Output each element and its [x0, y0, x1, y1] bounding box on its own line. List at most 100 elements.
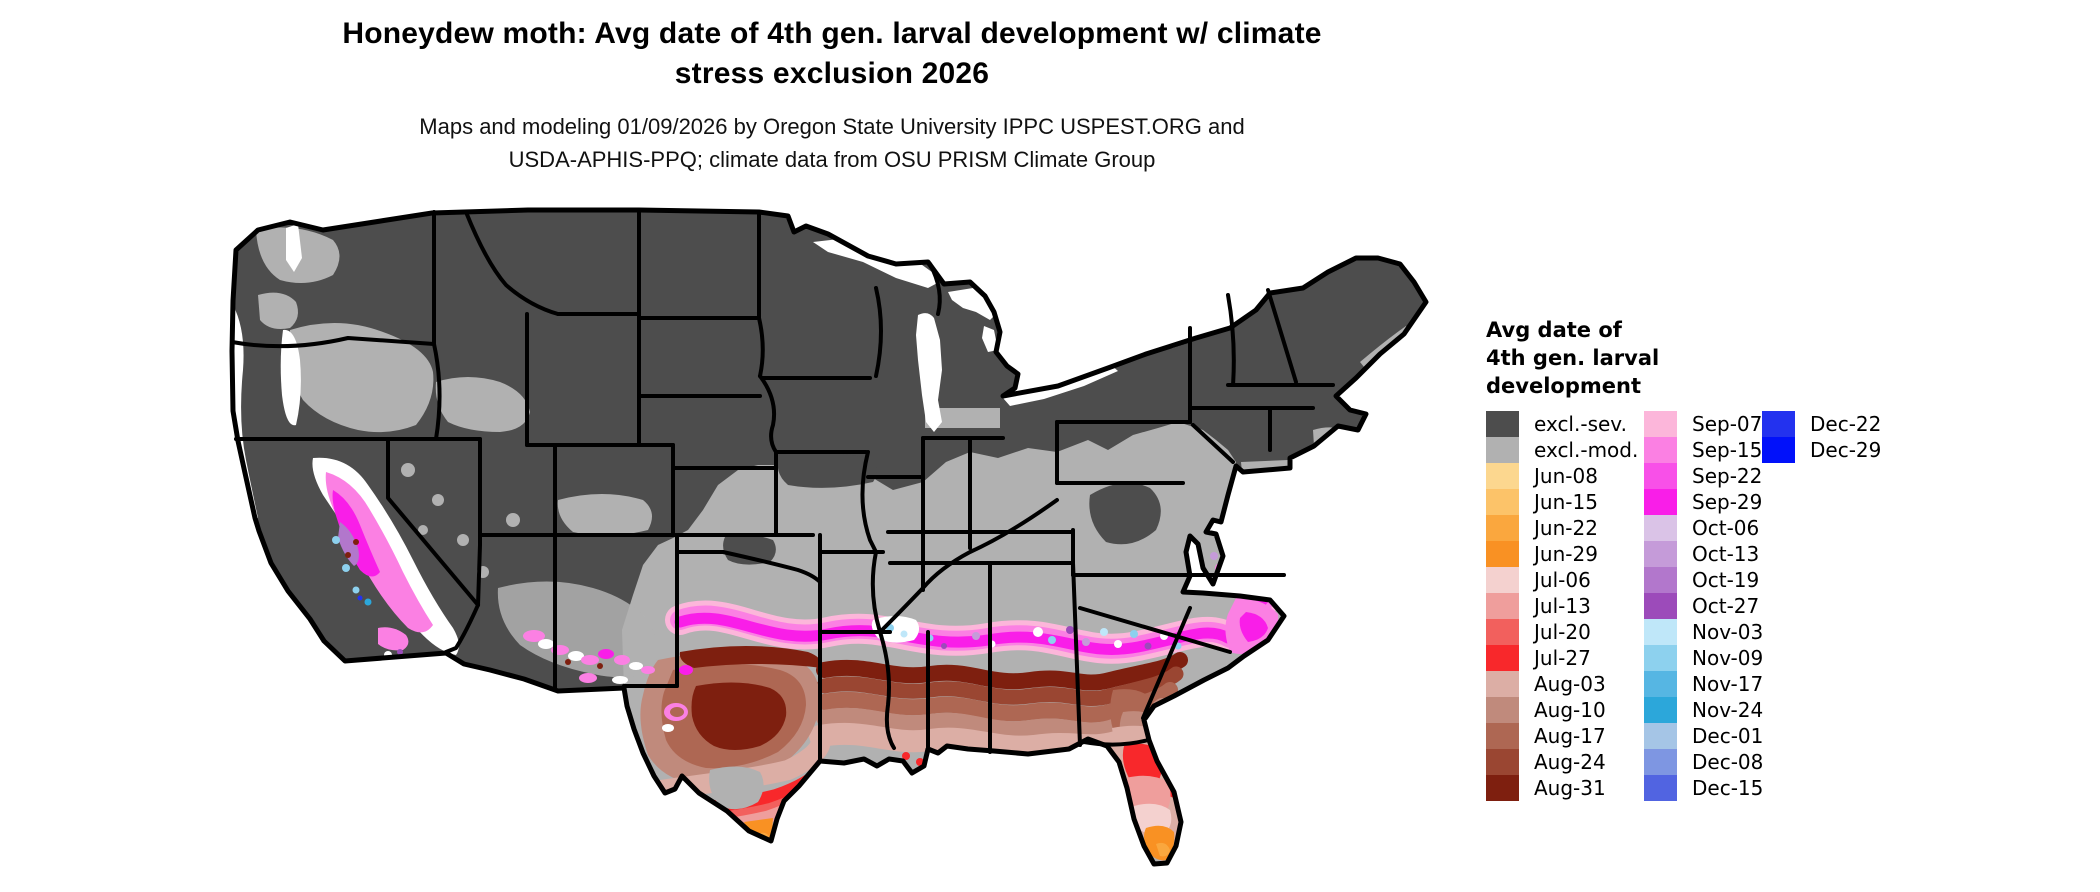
legend-color-swatch: [1486, 463, 1519, 489]
legend-color-swatch: [1486, 645, 1519, 671]
legend-color-swatch: [1644, 697, 1677, 723]
state-borders: [230, 210, 1335, 762]
legend-title-line3: development: [1486, 374, 1641, 398]
legend-item: excl.-mod.: [1486, 437, 1644, 463]
legend-color-swatch: [1644, 593, 1677, 619]
legend-color-swatch: [1644, 775, 1677, 801]
legend-item-label: Jul-06: [1534, 568, 1591, 592]
legend-item: Oct-19: [1644, 567, 1762, 593]
subtitle-line2: USDA-APHIS-PPQ; climate data from OSU PR…: [508, 147, 1156, 172]
legend-color-swatch: [1486, 515, 1519, 541]
legend-color-swatch: [1486, 593, 1519, 619]
legend-item-label: Aug-03: [1534, 672, 1606, 696]
us-map: [228, 200, 1440, 890]
page-title-line1: Honeydew moth: Avg date of 4th gen. larv…: [342, 17, 1322, 50]
legend-color-swatch: [1486, 541, 1519, 567]
legend-item-label: Oct-06: [1692, 516, 1760, 540]
legend-item: Jul-27: [1486, 645, 1644, 671]
legend-item: Aug-31: [1486, 775, 1644, 801]
legend-item-label: Dec-15: [1692, 776, 1764, 800]
legend-item: Nov-09: [1644, 645, 1764, 671]
legend-item: Jun-08: [1486, 463, 1644, 489]
legend-item: Sep-22: [1644, 463, 1762, 489]
legend-title-line2: 4th gen. larval: [1486, 346, 1660, 370]
legend-color-swatch: [1486, 775, 1519, 801]
legend-item: Jun-15: [1486, 489, 1644, 515]
legend-item: Sep-07: [1644, 411, 1762, 437]
legend-item: Nov-24: [1644, 697, 1764, 723]
legend-item-label: Nov-24: [1692, 698, 1764, 722]
legend-item-label: Dec-22: [1810, 412, 1882, 436]
us-choropleth-svg: [228, 200, 1440, 890]
legend-color-swatch: [1644, 567, 1677, 593]
legend-item: Dec-29: [1762, 437, 1881, 463]
legend-item-label: Oct-19: [1692, 568, 1760, 592]
legend-color-swatch: [1486, 567, 1519, 593]
legend-item: Jun-29: [1486, 541, 1644, 567]
page-title-line2: stress exclusion 2026: [674, 57, 990, 90]
legend-column: excl.-sev. excl.-mod. Jun-08 Jun-15 Jun-22 Ju…: [1486, 411, 1644, 801]
legend-item-label: Jun-08: [1534, 464, 1598, 488]
legend-item: Aug-24: [1486, 749, 1644, 775]
legend-item: Jun-22: [1486, 515, 1644, 541]
legend-item: Nov-03: [1644, 619, 1764, 645]
legend-color-swatch: [1644, 671, 1677, 697]
legend: Avg date of 4th gen. larval development: [1486, 316, 2046, 400]
legend-color-swatch: [1486, 697, 1519, 723]
legend-color-swatch: [1486, 619, 1519, 645]
legend-item-label: Dec-01: [1692, 724, 1764, 748]
legend-item-label: Dec-08: [1692, 750, 1764, 774]
legend-item: Oct-06: [1644, 515, 1762, 541]
legend-item-label: Jun-22: [1534, 516, 1598, 540]
legend-color-swatch: [1644, 489, 1677, 515]
legend-item: excl.-sev.: [1486, 411, 1644, 437]
legend-item-label: Jul-27: [1534, 646, 1591, 670]
legend-column: Dec-22 Dec-29: [1762, 411, 1881, 463]
legend-item-label: Sep-29: [1692, 490, 1763, 514]
legend-item: Nov-17: [1644, 671, 1764, 697]
legend-item-label: Aug-24: [1534, 750, 1606, 774]
legend-item: Oct-13: [1644, 541, 1762, 567]
legend-item: Jul-13: [1486, 593, 1644, 619]
subtitle-line1: Maps and modeling 01/09/2026 by Oregon S…: [419, 114, 1245, 139]
legend-item: Aug-10: [1486, 697, 1644, 723]
legend-title-line1: Avg date of: [1486, 318, 1622, 342]
legend-item-label: Nov-03: [1692, 620, 1764, 644]
legend-item-label: Nov-09: [1692, 646, 1764, 670]
legend-item-label: Aug-10: [1534, 698, 1606, 722]
legend-color-swatch: [1644, 463, 1677, 489]
legend-item-label: Dec-29: [1810, 438, 1882, 462]
legend-item-label: Oct-13: [1692, 542, 1760, 566]
legend-item: Jul-20: [1486, 619, 1644, 645]
subtitle: Maps and modeling 01/09/2026 by Oregon S…: [232, 110, 1432, 176]
legend-item-label: Sep-22: [1692, 464, 1763, 488]
legend-item-label: Oct-27: [1692, 594, 1760, 618]
legend-color-swatch: [1644, 749, 1677, 775]
legend-color-swatch: [1486, 723, 1519, 749]
legend-item: Aug-17: [1486, 723, 1644, 749]
legend-item: Dec-01: [1644, 723, 1764, 749]
legend-color-swatch: [1486, 411, 1519, 437]
legend-color-swatch: [1486, 671, 1519, 697]
legend-item-label: excl.-sev.: [1534, 412, 1627, 436]
legend-column: Sep-07 Sep-15 Sep-22 Sep-29 Oct-06 Oct-13 Oct-…: [1644, 411, 1764, 801]
legend-color-swatch: [1762, 437, 1795, 463]
legend-item: Dec-15: [1644, 775, 1764, 801]
legend-item: Sep-29: [1644, 489, 1762, 515]
legend-item-label: Jun-15: [1534, 490, 1598, 514]
legend-color-swatch: [1644, 723, 1677, 749]
legend-color-swatch: [1644, 437, 1677, 463]
legend-color-swatch: [1644, 645, 1677, 671]
legend-columns: excl.-sev. excl.-mod. Jun-08 Jun-15 Jun-22 Ju…: [1486, 411, 1881, 801]
legend-color-swatch: [1644, 619, 1677, 645]
legend-item-label: Aug-31: [1534, 776, 1606, 800]
legend-item: Dec-22: [1762, 411, 1881, 437]
legend-color-swatch: [1486, 749, 1519, 775]
legend-color-swatch: [1644, 515, 1677, 541]
legend-color-swatch: [1486, 489, 1519, 515]
legend-item-label: Sep-07: [1692, 412, 1763, 436]
legend-item-label: excl.-mod.: [1534, 438, 1639, 462]
legend-item-label: Nov-17: [1692, 672, 1764, 696]
legend-item-label: Jun-29: [1534, 542, 1598, 566]
